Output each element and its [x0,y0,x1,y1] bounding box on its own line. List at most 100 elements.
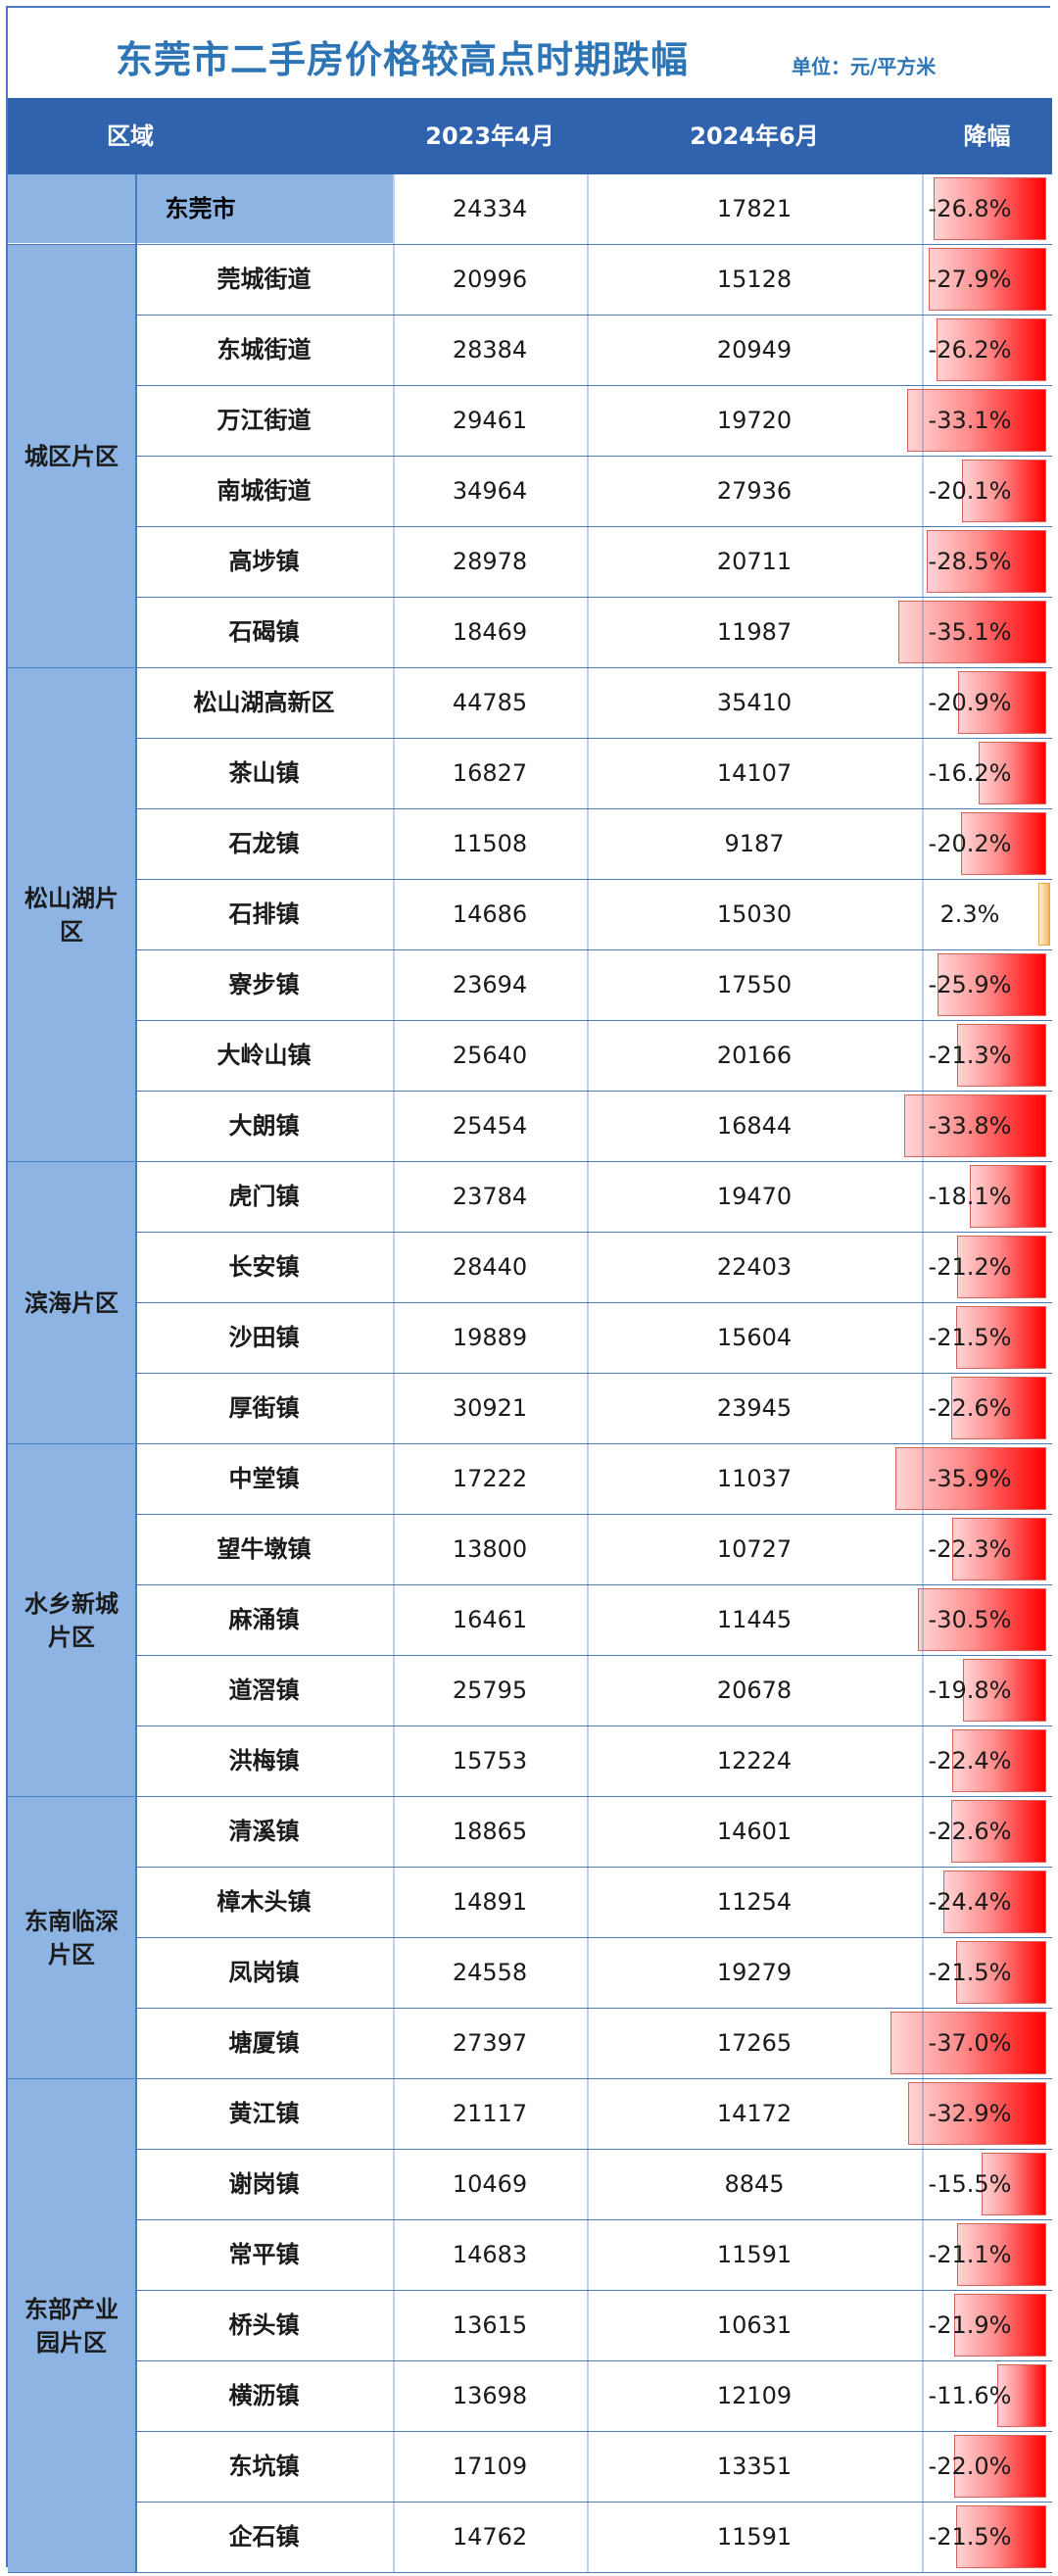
town-name: 石龙镇 [228,830,300,857]
drop-bar [937,953,1046,1016]
drop-cell: -28.5% [888,527,1052,596]
drop-bar [907,389,1046,452]
drop-bar [904,1094,1046,1157]
drop-label: -22.6% [928,1818,1012,1845]
value-apr2023: 10469 [452,2170,528,2198]
value-jun2024: 11254 [716,1888,793,1916]
value-jun2024: 11591 [716,2241,793,2268]
value-jun2024: 20949 [716,336,793,364]
value-jun2024: 17265 [716,2029,793,2057]
table-row: 道滘镇 25795 20678 -19.8% [8,1656,1052,1726]
table-row: 横沥镇 13698 12109 -11.6% [8,2361,1052,2432]
drop-cell: -26.2% [888,316,1052,384]
table-row: 谢岗镇 10469 8845 -15.5% [8,2150,1052,2220]
drop-cell: -21.9% [888,2291,1052,2359]
drop-cell: -22.6% [888,1797,1052,1866]
town-name: 谢岗镇 [228,2170,300,2198]
drop-cell: -21.1% [888,2220,1052,2289]
value-apr2023: 18865 [452,1818,528,1845]
value-jun2024: 22403 [716,1253,793,1281]
drop-label: -35.1% [928,618,1012,646]
drop-bar [978,742,1046,804]
drop-cell: -20.1% [888,457,1052,525]
town-name: 厚街镇 [228,1394,300,1422]
region-label: 水乡新城片区 [8,1444,135,1797]
column-divider [135,174,137,2573]
table-row: 石排镇 14686 15030 2.3% [8,880,1052,950]
drop-bar [934,177,1046,240]
value-apr2023: 27397 [452,2029,528,2057]
value-apr2023: 29461 [452,407,528,434]
drop-bar [961,460,1046,522]
header-region: 区域 [107,122,154,150]
page-title: 东莞市二手房价格较高点时期跌幅 [116,38,690,81]
town-name: 东坑镇 [228,2453,300,2480]
town-name: 企石镇 [228,2523,300,2551]
value-jun2024: 9187 [724,830,785,857]
drop-label: -21.2% [928,1253,1012,1281]
town-name: 万江街道 [216,407,312,434]
table-row: 石龙镇 11508 9187 -20.2% [8,809,1052,880]
drop-bar [918,1588,1046,1651]
drop-cell: -27.9% [888,245,1052,314]
title-bar: 东莞市二手房价格较高点时期跌幅 单位：元/平方米 [8,8,1052,98]
value-jun2024: 10631 [716,2311,793,2339]
table-row: 中堂镇 17222 11037 -35.9% [8,1444,1052,1515]
drop-label: -22.3% [928,1535,1012,1563]
drop-bar [926,530,1046,593]
drop-bar [951,1377,1046,1439]
region-label: 松山湖片区 [8,668,135,1162]
drop-label: -15.5% [928,2170,1012,2198]
drop-bar [1038,883,1050,946]
table-row: 东坑镇 17109 13351 -22.0% [8,2432,1052,2503]
town-name: 樟木头镇 [216,1888,312,1916]
town-name: 南城街道 [216,477,312,505]
town-name: 沙田镇 [228,1324,300,1351]
drop-cell: -24.4% [888,1868,1052,1936]
column-divider [587,174,589,2573]
town-name: 桥头镇 [228,2311,300,2339]
table-row: 桥头镇 13615 10631 -21.9% [8,2291,1052,2361]
value-apr2023: 16461 [452,1606,528,1633]
drop-label: -26.8% [928,195,1012,222]
value-jun2024: 12109 [716,2382,793,2409]
drop-cell: -35.9% [888,1444,1052,1513]
region-label: 滨海片区 [8,1162,135,1444]
drop-cell: -21.2% [888,1233,1052,1301]
town-name: 清溪镇 [228,1818,300,1845]
drop-label: -21.5% [928,1959,1012,1986]
value-apr2023: 24558 [452,1959,528,1986]
town-name: 麻涌镇 [228,1606,300,1633]
drop-bar [970,1165,1046,1228]
value-apr2023: 23784 [452,1183,528,1210]
drop-bar [981,2153,1046,2215]
value-jun2024: 11987 [716,618,793,646]
drop-bar [954,2294,1046,2357]
table-row: 洪梅镇 15753 12224 -22.4% [8,1726,1052,1797]
drop-cell: -19.8% [888,1656,1052,1725]
town-name: 大朗镇 [228,1112,300,1140]
region-label: 东部产业园片区 [8,2079,135,2573]
column-divider [922,174,924,2573]
drop-cell: -21.5% [888,1303,1052,1372]
drop-label: -18.1% [928,1183,1012,1210]
drop-label: -25.9% [928,971,1012,998]
drop-label: -27.9% [928,266,1012,293]
value-apr2023: 13698 [452,2382,528,2409]
value-apr2023: 21117 [452,2100,528,2127]
drop-cell: -37.0% [888,2009,1052,2077]
drop-bar [907,2082,1046,2145]
drop-label: -21.5% [928,2523,1012,2551]
value-jun2024: 11445 [716,1606,793,1633]
drop-bar [961,812,1046,875]
drop-cell: -21.3% [888,1021,1052,1090]
value-apr2023: 19889 [452,1324,528,1351]
town-name: 黄江镇 [228,2100,300,2127]
value-jun2024: 20678 [716,1677,793,1704]
drop-cell: -21.5% [888,2503,1052,2571]
drop-bar [955,2505,1046,2568]
region-label: 东南临深片区 [8,1797,135,2079]
table-row: 大岭山镇 25640 20166 -21.3% [8,1021,1052,1092]
drop-cell: -22.4% [888,1726,1052,1795]
table-row: 虎门镇 23784 19470 -18.1% [8,1162,1052,1233]
